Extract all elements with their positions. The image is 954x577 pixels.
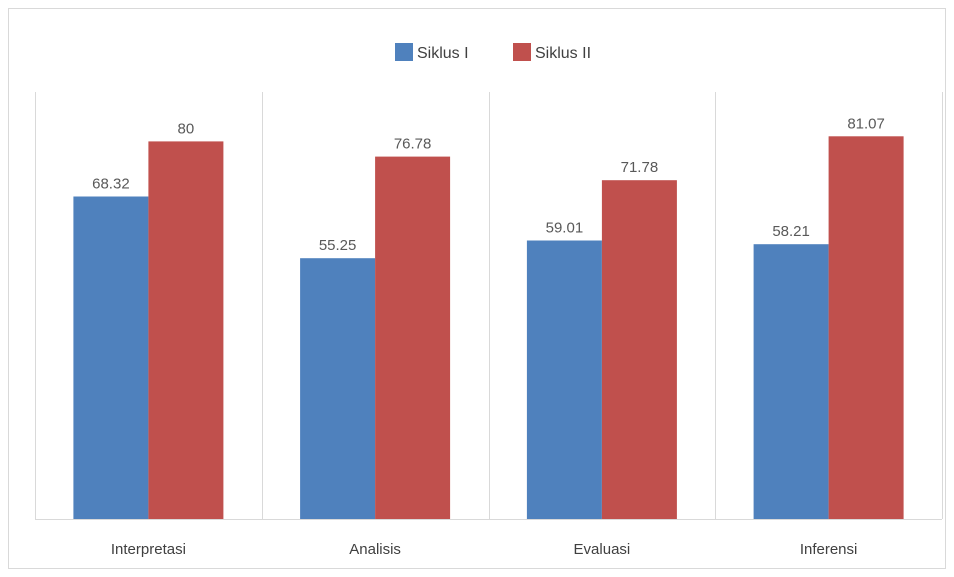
bars	[73, 136, 904, 520]
x-tick-label: Inferensi	[800, 541, 858, 558]
bar-siklus-2-inferensi	[828, 136, 904, 520]
data-label: 76.78	[394, 136, 432, 153]
bar-siklus-2-analisis	[375, 156, 451, 519]
data-label: 80	[178, 120, 195, 137]
x-tick-label: Evaluasi	[574, 541, 631, 558]
bar-siklus-2-evaluasi	[601, 180, 677, 519]
data-label: 71.78	[621, 159, 659, 176]
data-label: 81.07	[847, 115, 885, 132]
x-tick-label: Interpretasi	[111, 541, 186, 558]
data-labels: 68.32 80 55.25 76.78 59.01 71.78 58.21 81.07	[92, 115, 885, 254]
legend-label-siklus-2: Siklus II	[535, 45, 591, 62]
grid-lines	[35, 92, 943, 519]
data-label: 55.25	[319, 237, 357, 254]
bar-siklus-1-analisis	[300, 258, 376, 519]
bar-siklus-1-inferensi	[753, 244, 829, 519]
x-tick-label: Analisis	[349, 541, 401, 558]
x-axis: Interpretasi Analisis Evaluasi Inferensi	[35, 519, 942, 558]
data-label: 59.01	[546, 220, 584, 237]
legend-swatch-siklus-2	[513, 43, 531, 61]
bar-siklus-2-interpretasi	[148, 141, 224, 519]
data-label: 68.32	[92, 176, 130, 193]
bar-siklus-1-evaluasi	[526, 240, 602, 519]
legend-swatch-siklus-1	[395, 43, 413, 61]
legend: Siklus I Siklus II	[395, 43, 591, 62]
legend-label-siklus-1: Siklus I	[417, 45, 469, 62]
data-label: 58.21	[772, 223, 810, 240]
bar-siklus-1-interpretasi	[73, 196, 149, 519]
